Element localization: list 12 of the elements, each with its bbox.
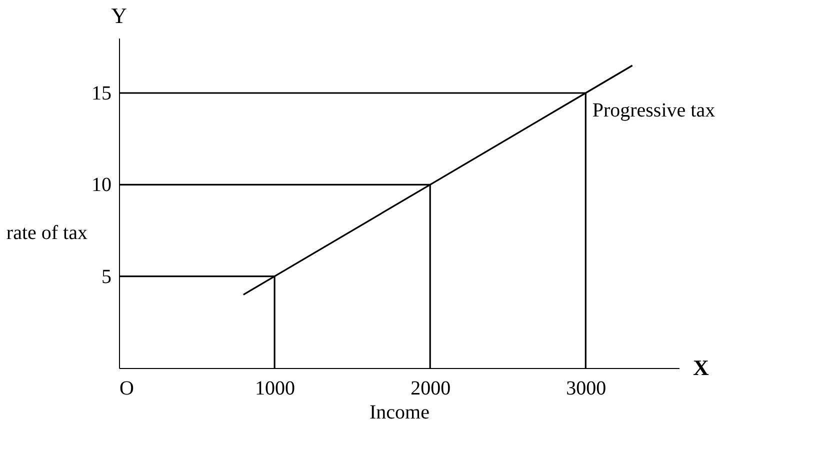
- y-tick-label: 15: [92, 82, 112, 104]
- annotation: Progressive tax: [592, 100, 716, 122]
- text: X: [693, 355, 709, 380]
- x-tick-label: 3000: [566, 378, 606, 400]
- x-tick-label: O: [120, 378, 134, 400]
- y-axis-title: rate of tax: [6, 222, 88, 244]
- x-tick-label: 1000: [255, 378, 296, 400]
- y-tick-label: 5: [102, 266, 112, 288]
- x-axis-title: Income: [370, 402, 430, 424]
- text: Y: [111, 3, 128, 28]
- x-tick-label: 2000: [410, 378, 451, 400]
- y-tick-label: 10: [92, 174, 112, 196]
